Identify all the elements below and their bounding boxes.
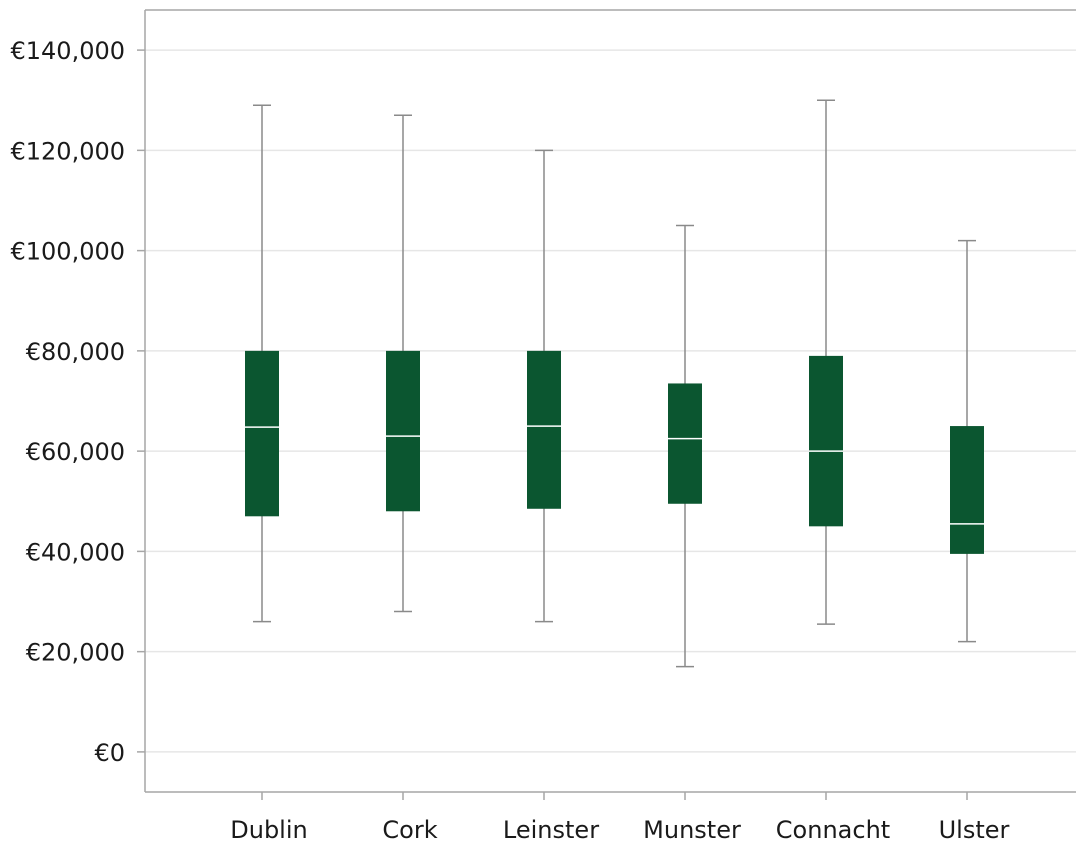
box-group — [809, 99, 843, 625]
box-group — [527, 149, 561, 623]
y-tick-label: €80,000 — [26, 338, 125, 366]
x-axis-tick-labels: Dublin Cork Leinster Munster Connacht Ulster — [230, 816, 1009, 844]
gridlines — [145, 49, 1076, 753]
y-tick-label: €20,000 — [26, 639, 125, 667]
box-iqr — [386, 350, 420, 512]
y-tick-label: €60,000 — [26, 438, 125, 466]
box-group — [950, 239, 984, 643]
box-group — [668, 224, 702, 668]
box-series — [245, 99, 984, 668]
x-category-label: Cork — [382, 816, 437, 844]
y-tick-label: €120,000 — [10, 137, 125, 165]
y-tick-label: €140,000 — [10, 37, 125, 65]
box-iqr — [245, 350, 279, 517]
x-category-label: Munster — [643, 816, 741, 844]
x-category-label: Dublin — [230, 816, 307, 844]
x-category-label: Ulster — [939, 816, 1010, 844]
box-iqr — [668, 383, 702, 504]
box-iqr — [950, 426, 984, 554]
box-iqr — [809, 355, 843, 527]
box-iqr — [527, 350, 561, 509]
y-tick-label: €100,000 — [10, 238, 125, 266]
y-axis-tick-labels: €0 €20,000 €40,000 €60,000 €80,000 €100,000 €1… — [10, 37, 125, 767]
box-group — [386, 114, 420, 613]
box-group — [245, 104, 279, 623]
axes — [137, 9, 1076, 800]
x-category-label: Connacht — [776, 816, 890, 844]
x-category-label: Leinster — [503, 816, 599, 844]
y-tick-label: €0 — [94, 739, 125, 767]
y-tick-label: €40,000 — [26, 538, 125, 566]
